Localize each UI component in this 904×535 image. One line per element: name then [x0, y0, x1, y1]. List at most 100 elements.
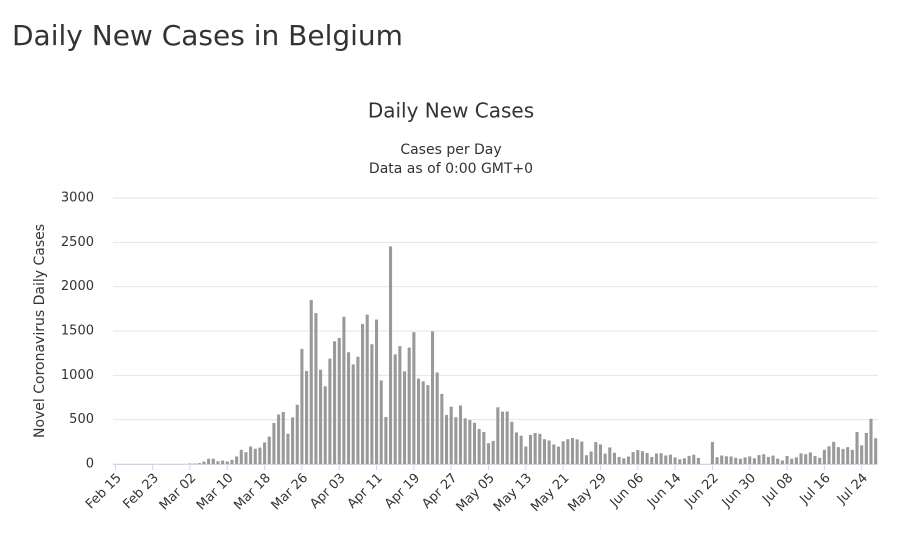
bar [267, 436, 271, 464]
bar [351, 364, 355, 464]
bar [533, 432, 537, 464]
bar [762, 454, 766, 464]
bar [230, 459, 234, 464]
bar [291, 417, 295, 464]
y-tick-label: 1000 [61, 368, 94, 383]
bar [748, 456, 752, 464]
bar [780, 460, 784, 464]
bar [650, 456, 654, 464]
x-tick-label: Jun 30 [719, 471, 759, 511]
bar [309, 299, 313, 464]
bar [421, 381, 425, 464]
bar [598, 444, 602, 464]
bar [832, 441, 836, 464]
bar [687, 455, 691, 464]
bar [841, 448, 845, 464]
bar [794, 457, 798, 464]
bar [328, 358, 332, 464]
bar [776, 458, 780, 464]
bar [216, 461, 220, 464]
bar [594, 442, 598, 464]
bar [580, 441, 584, 464]
bar [221, 460, 225, 464]
bar [323, 386, 327, 464]
bar [472, 422, 477, 464]
x-tick-label: May 05 [454, 471, 498, 515]
bar [444, 414, 449, 464]
bar [398, 346, 402, 464]
bar [253, 448, 257, 464]
bar [617, 456, 621, 464]
x-tick-label: Jun 14 [644, 471, 684, 511]
bar [855, 432, 859, 464]
bar [552, 444, 556, 464]
bar [808, 452, 812, 464]
bar [430, 331, 435, 464]
bar [375, 319, 379, 464]
bar [673, 457, 677, 464]
bar [542, 439, 547, 464]
bar [813, 456, 817, 464]
bar [379, 380, 383, 464]
bar [720, 455, 724, 464]
y-tick-label: 0 [86, 457, 94, 472]
bar [496, 407, 500, 464]
bar [463, 418, 467, 464]
bar [869, 418, 873, 464]
x-tick-label: Mar 26 [269, 471, 312, 514]
x-tick-label: Jun 22 [681, 471, 721, 511]
bar [407, 347, 411, 464]
x-tick-label: Jul 24 [834, 471, 871, 508]
bar [491, 440, 495, 464]
bar [272, 423, 276, 464]
bar [263, 442, 267, 464]
bar [337, 337, 341, 464]
bar [589, 451, 593, 464]
bar [426, 385, 430, 464]
bar [188, 463, 192, 464]
bar [612, 452, 616, 464]
bar [659, 453, 663, 464]
chart-title: Daily New Cases [368, 99, 534, 123]
bar [603, 453, 607, 464]
bar [664, 455, 668, 464]
bar [412, 332, 416, 464]
bar [319, 369, 323, 464]
bar [403, 371, 407, 464]
bar [864, 432, 868, 464]
bar [738, 458, 742, 464]
bar [300, 348, 304, 464]
bar [244, 452, 248, 464]
bar [333, 341, 337, 464]
bar [790, 458, 794, 464]
x-tick-label: May 21 [528, 471, 572, 515]
bar [846, 447, 850, 464]
x-tick-label: Feb 23 [120, 471, 162, 513]
bar [715, 457, 719, 464]
x-tick-label: Apr 11 [345, 471, 386, 512]
bar [281, 412, 285, 464]
bar [305, 370, 309, 464]
x-tick-label: Jul 16 [797, 471, 834, 508]
bar [258, 447, 262, 464]
page-title: Daily New Cases in Belgium [12, 19, 403, 52]
bar [752, 458, 756, 464]
bar [235, 456, 239, 464]
bar [566, 439, 570, 464]
y-tick-label: 2500 [61, 235, 94, 250]
bar [389, 246, 393, 464]
bar [818, 457, 822, 464]
bar [785, 456, 789, 464]
bar [584, 455, 588, 464]
bar [202, 461, 206, 464]
bar [356, 356, 360, 464]
bar [827, 446, 831, 464]
bar [645, 453, 649, 464]
bar [678, 459, 682, 464]
bar [757, 455, 761, 464]
bar [799, 453, 803, 464]
bar [286, 433, 290, 464]
bar [449, 406, 453, 464]
